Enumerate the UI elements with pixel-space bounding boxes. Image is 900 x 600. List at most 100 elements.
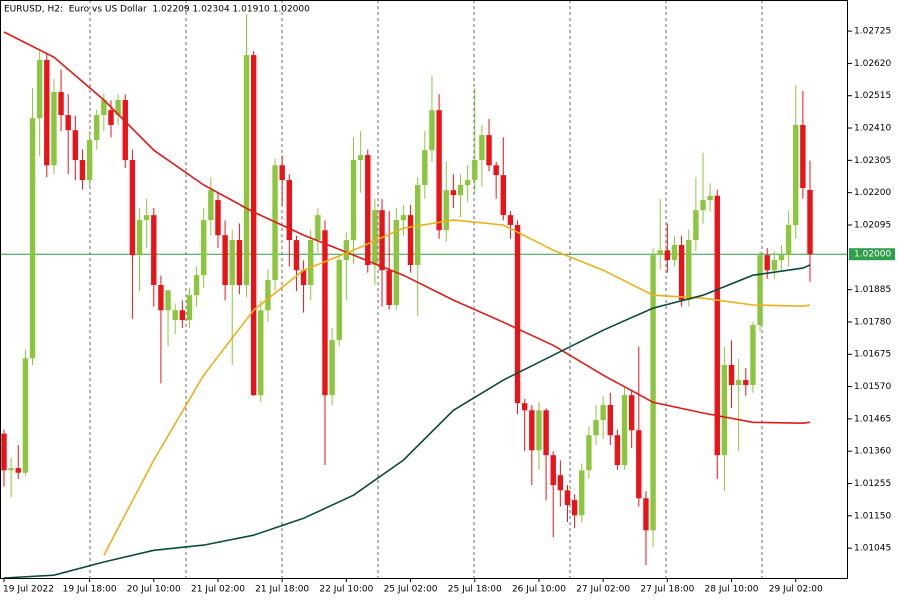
candle-body bbox=[143, 215, 150, 221]
x-tick-label: 27 Jul 02:00 bbox=[576, 585, 630, 595]
candle-body bbox=[764, 255, 770, 271]
grid bbox=[0, 0, 848, 578]
x-tick-label: 28 Jul 10:00 bbox=[705, 585, 759, 595]
candle-body bbox=[643, 498, 649, 531]
candle-body bbox=[350, 160, 357, 241]
y-tick-label: 1.01465 bbox=[854, 414, 891, 424]
y-tick-label: 1.02305 bbox=[854, 156, 891, 166]
candle-body bbox=[222, 235, 228, 285]
candle-body bbox=[286, 180, 293, 241]
candle-body bbox=[300, 270, 307, 285]
x-tick-label: 19 Jul 18:00 bbox=[63, 585, 117, 595]
x-tick-label: 26 Jul 10:00 bbox=[512, 585, 566, 595]
candle-body bbox=[308, 240, 314, 285]
candle-body bbox=[236, 240, 243, 285]
x-tick-label: 19 Jul 2022 bbox=[3, 585, 54, 595]
candle-body bbox=[664, 250, 671, 261]
candle-body bbox=[322, 230, 328, 396]
candle-body bbox=[422, 150, 428, 185]
candle-body bbox=[472, 160, 478, 181]
candle-body bbox=[486, 135, 492, 166]
candle-body bbox=[158, 284, 164, 311]
candle-body bbox=[514, 224, 521, 404]
price-label-box bbox=[849, 248, 895, 261]
moving-average bbox=[103, 219, 811, 556]
candle-body bbox=[65, 115, 71, 131]
candle-body bbox=[600, 405, 606, 421]
candle-body bbox=[507, 215, 514, 225]
candle-body bbox=[36, 60, 43, 119]
candle-body bbox=[108, 110, 114, 125]
y-tick-label: 1.02515 bbox=[854, 91, 891, 101]
price-label: 1.02000 bbox=[854, 250, 891, 260]
candle-body bbox=[115, 100, 121, 116]
candle-body bbox=[621, 395, 628, 466]
candle-body bbox=[414, 184, 421, 265]
candle-body bbox=[193, 275, 200, 296]
candle-body bbox=[372, 210, 378, 265]
y-tick-label: 1.02725 bbox=[854, 27, 891, 37]
x-tick-label: 21 Jul 02:00 bbox=[191, 585, 245, 595]
candle-body bbox=[201, 220, 207, 276]
candle-body bbox=[72, 130, 79, 161]
candle-body bbox=[807, 189, 813, 255]
candle-body bbox=[700, 200, 706, 211]
x-tick-label: 25 Jul 02:00 bbox=[384, 585, 438, 595]
candle-body bbox=[44, 60, 50, 166]
candle-body bbox=[8, 468, 14, 471]
y-tick-label: 1.01150 bbox=[854, 511, 891, 521]
candle-body bbox=[179, 310, 186, 321]
candle-body bbox=[172, 310, 178, 321]
candle-body bbox=[51, 92, 57, 166]
candle-body bbox=[607, 405, 613, 436]
y-tick-label: 1.02620 bbox=[854, 59, 891, 69]
candle-body bbox=[86, 140, 93, 181]
candle-body bbox=[450, 190, 457, 196]
candle-body bbox=[778, 255, 785, 261]
moving-average bbox=[3, 264, 811, 579]
candle-body bbox=[493, 165, 499, 176]
x-tick-label: 21 Jul 18:00 bbox=[255, 585, 309, 595]
candle-body bbox=[208, 190, 214, 221]
candle-body bbox=[457, 184, 464, 196]
candle-body bbox=[315, 215, 321, 241]
candle-body bbox=[407, 215, 414, 265]
candle-body bbox=[693, 210, 699, 241]
candle-body bbox=[436, 110, 442, 231]
candle-body bbox=[258, 310, 264, 396]
y-tick-label: 1.01885 bbox=[854, 285, 891, 295]
candle-body bbox=[571, 500, 578, 516]
candle-body bbox=[793, 124, 799, 225]
candle-body bbox=[329, 340, 335, 396]
candle-body bbox=[564, 490, 571, 506]
candle-body bbox=[579, 470, 585, 516]
candle-body bbox=[79, 160, 86, 181]
candle-body bbox=[593, 420, 599, 436]
candle-body bbox=[479, 135, 485, 161]
candle-body bbox=[365, 155, 371, 265]
candle-body bbox=[757, 255, 763, 326]
candle-body bbox=[293, 240, 300, 271]
candle-body bbox=[136, 220, 143, 256]
candle-body bbox=[94, 115, 100, 141]
candle-body bbox=[386, 270, 392, 306]
x-tick-label: 20 Jul 10:00 bbox=[127, 585, 181, 595]
candle-body bbox=[22, 358, 29, 473]
candle-body bbox=[400, 215, 407, 221]
candle-body bbox=[15, 468, 21, 473]
candle-body bbox=[785, 224, 792, 256]
candle-body bbox=[500, 175, 506, 216]
candle-body bbox=[443, 190, 449, 231]
candle-body bbox=[464, 180, 471, 185]
candle-body bbox=[521, 403, 528, 411]
candle-body bbox=[429, 110, 435, 151]
candle-body bbox=[129, 160, 136, 256]
candle-body bbox=[671, 244, 678, 261]
candle-body bbox=[393, 220, 400, 306]
candle-body bbox=[707, 195, 713, 201]
candle-body bbox=[686, 240, 692, 301]
x-tick-label: 25 Jul 18:00 bbox=[448, 585, 502, 595]
candle-body bbox=[650, 255, 656, 531]
